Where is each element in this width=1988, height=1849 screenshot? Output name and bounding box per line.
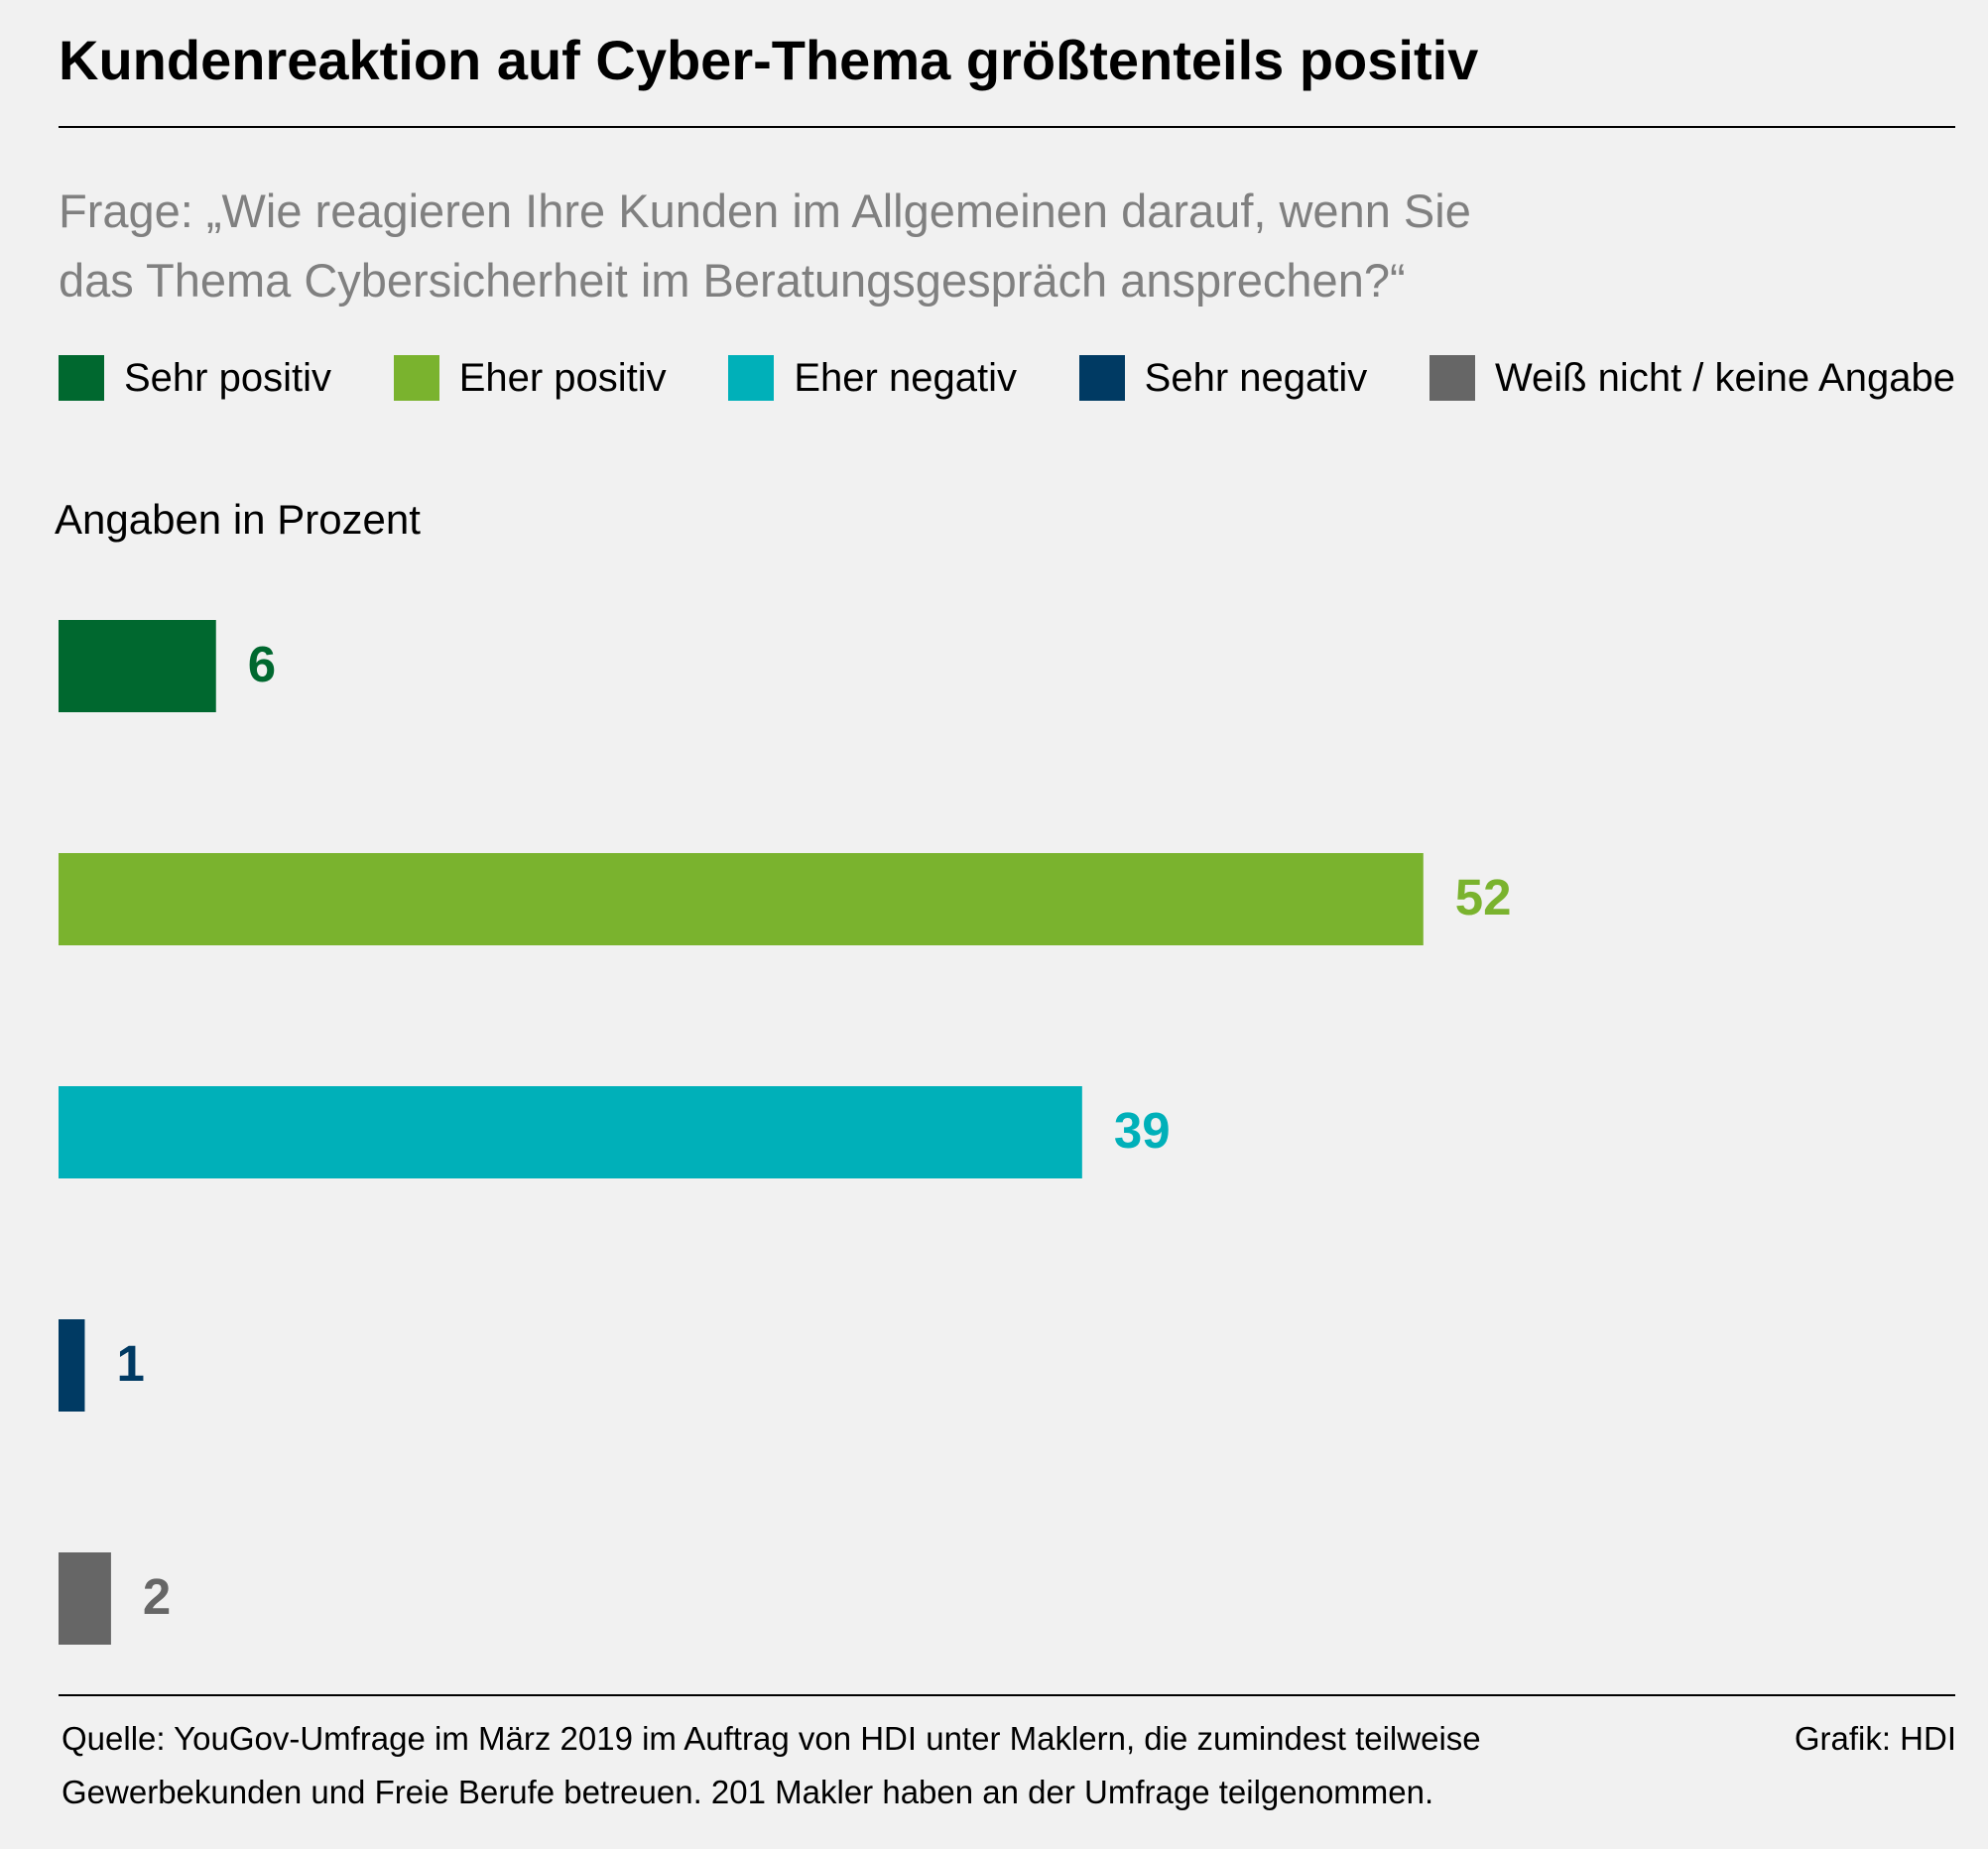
source-note: Quelle: YouGov-Umfrage im März 2019 im A… [62, 1720, 1481, 1810]
value-label: 39 [1114, 1102, 1171, 1159]
legend-label: Eher positiv [458, 355, 667, 400]
legend-swatch [1429, 355, 1475, 401]
value-label: 52 [1455, 869, 1512, 925]
legend-swatch [59, 355, 104, 401]
legend-label: Weiß nicht / keine Angabe [1494, 355, 1955, 400]
axis-label: Angaben in Prozent [55, 496, 421, 543]
legend-item: Eher negativ [728, 355, 1017, 401]
bar [59, 1086, 1082, 1178]
legend-item: Eher positiv [393, 355, 667, 401]
bar [59, 620, 216, 712]
value-label: 1 [116, 1335, 144, 1392]
legend-item: Sehr positiv [59, 355, 331, 401]
legend-label: Sehr negativ [1144, 355, 1368, 400]
credit: Grafik: HDI [1794, 1720, 1956, 1757]
chart-subtitle: Frage: „Wie reagieren Ihre Kunden im All… [59, 185, 1471, 307]
value-label: 2 [143, 1568, 171, 1625]
value-label: 6 [248, 636, 276, 692]
legend-item: Weiß nicht / keine Angabe [1429, 355, 1955, 401]
legend-label: Sehr positiv [124, 355, 331, 400]
legend-swatch [393, 355, 439, 401]
legend-swatch [728, 355, 775, 401]
legend-label: Eher negativ [794, 355, 1017, 400]
chart-title: Kundenreaktion auf Cyber-Thema größtente… [59, 29, 1479, 91]
bar [59, 1552, 111, 1645]
legend-swatch [1078, 355, 1125, 401]
bar [59, 853, 1424, 945]
bar [59, 1319, 85, 1412]
legend: Sehr positiv Eher positiv Eher negativ Sehr… [59, 353, 1955, 403]
legend-item: Sehr negativ [1078, 355, 1368, 401]
